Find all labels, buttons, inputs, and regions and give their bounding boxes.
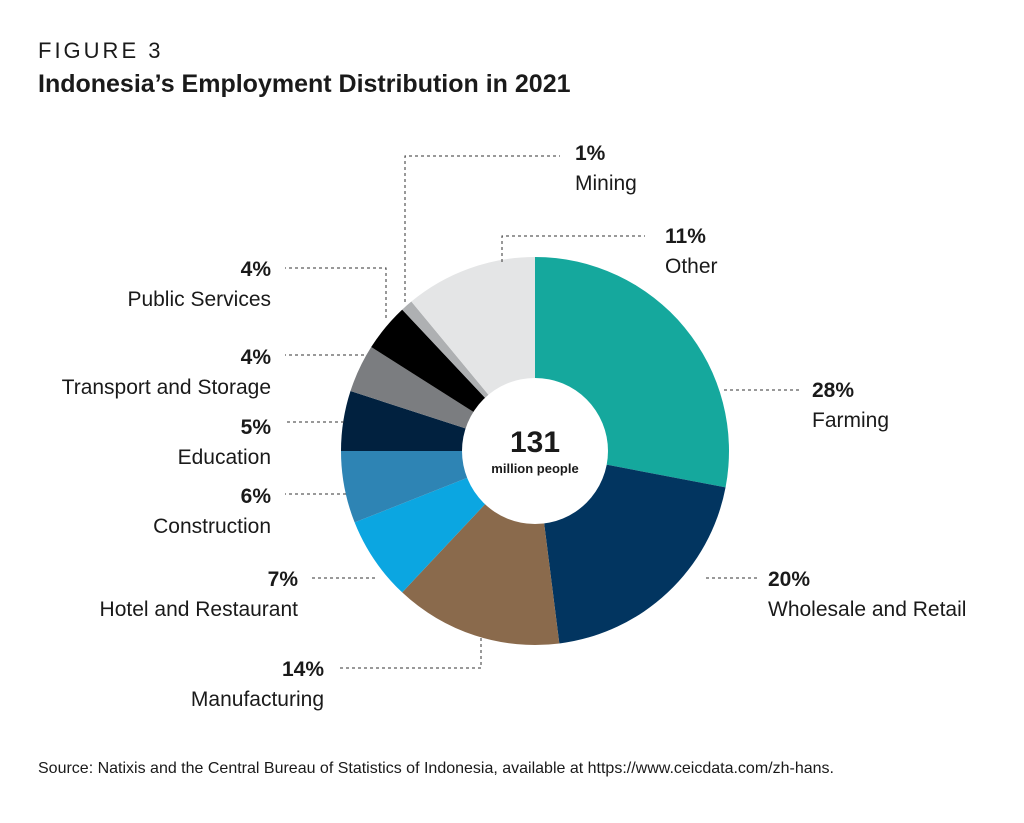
category-label-manufacturing: Manufacturing xyxy=(191,688,324,711)
pct-label-wholesale-and-retail: 20% xyxy=(768,568,810,591)
pct-label-other: 11% xyxy=(665,225,706,248)
pct-label-public-services: 4% xyxy=(241,258,272,281)
category-label-construction: Construction xyxy=(153,515,271,538)
leader-lines xyxy=(285,155,800,669)
category-label-wholesale-and-retail: Wholesale and Retail xyxy=(768,598,966,621)
category-label-public-services: Public Services xyxy=(127,288,271,311)
slice-labels: 28% Farming 20% Wholesale and Retail 14% Manu… xyxy=(62,142,967,711)
chart-title: Indonesia’s Employment Distribution in 2… xyxy=(38,70,571,98)
leader-line-other xyxy=(501,235,645,262)
pct-label-mining: 1% xyxy=(575,142,606,165)
center-label: million people xyxy=(491,461,578,476)
leader-line-manufacturing xyxy=(340,638,482,669)
category-label-farming: Farming xyxy=(812,409,889,432)
category-label-hotel-and-restaurant: Hotel and Restaurant xyxy=(100,598,299,621)
source-note: Source: Natixis and the Central Bureau o… xyxy=(38,760,834,777)
leader-line-mining xyxy=(404,155,560,302)
pct-label-manufacturing: 14% xyxy=(282,658,324,681)
pct-label-construction: 6% xyxy=(241,485,272,508)
pct-label-education: 5% xyxy=(241,416,272,439)
donut-hole xyxy=(462,378,608,524)
pct-label-transport-and-storage: 4% xyxy=(241,346,272,369)
category-label-transport-and-storage: Transport and Storage xyxy=(62,376,271,399)
category-label-education: Education xyxy=(178,446,271,469)
category-label-mining: Mining xyxy=(575,172,637,195)
center-value: 131 xyxy=(510,426,560,459)
figure-label: FIGURE 3 xyxy=(38,38,164,63)
category-label-other: Other xyxy=(665,255,718,278)
leader-line-public-services xyxy=(285,267,387,318)
pct-label-farming: 28% xyxy=(812,379,854,402)
pct-label-hotel-and-restaurant: 7% xyxy=(268,568,299,591)
